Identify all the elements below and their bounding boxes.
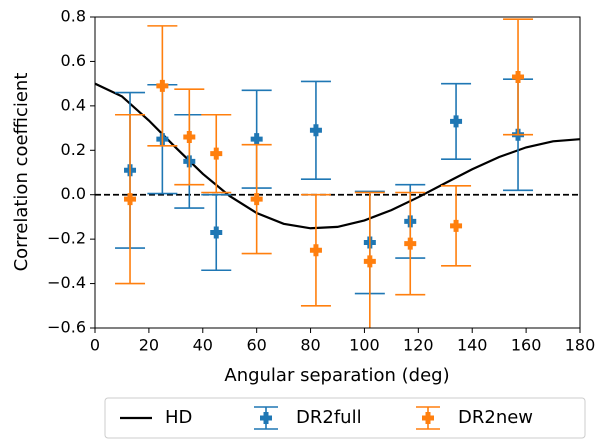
point bbox=[210, 147, 223, 160]
legend-swatch bbox=[422, 412, 434, 424]
legend-box bbox=[104, 397, 586, 439]
point bbox=[183, 130, 196, 143]
point bbox=[450, 115, 463, 128]
point bbox=[250, 133, 263, 146]
x-tick-label: 180 bbox=[565, 336, 596, 355]
x-tick-label: 20 bbox=[139, 336, 159, 355]
legend-label: DR2full bbox=[296, 407, 362, 428]
legend-label: HD bbox=[165, 407, 192, 428]
x-tick-label: 140 bbox=[457, 336, 488, 355]
x-axis-label: Angular separation (deg) bbox=[224, 365, 449, 386]
x-tick-label: 40 bbox=[193, 336, 213, 355]
legend-swatch bbox=[260, 412, 272, 424]
point bbox=[156, 79, 169, 92]
point bbox=[450, 219, 463, 232]
point bbox=[250, 193, 263, 206]
y-axis-label: Correlation coefficient bbox=[11, 73, 32, 272]
y-tick-label: 0.0 bbox=[61, 184, 86, 203]
x-tick-label: 80 bbox=[300, 336, 320, 355]
axes-frame bbox=[94, 16, 581, 329]
point bbox=[363, 255, 376, 268]
plot-area bbox=[95, 18, 580, 328]
x-tick-label: 120 bbox=[403, 336, 434, 355]
x-tick-label: 100 bbox=[349, 336, 380, 355]
point bbox=[210, 226, 223, 239]
point bbox=[124, 193, 137, 206]
point bbox=[309, 244, 322, 257]
point bbox=[309, 124, 322, 137]
x-tick-label: 60 bbox=[246, 336, 266, 355]
x-tick-label: 160 bbox=[511, 336, 542, 355]
x-tick-label: 0 bbox=[90, 336, 100, 355]
y-tick-label: 0.8 bbox=[61, 7, 86, 26]
y-tick-label: 0.2 bbox=[61, 140, 86, 159]
point bbox=[512, 70, 525, 83]
y-tick-label: −0.4 bbox=[47, 273, 86, 292]
y-tick-label: 0.4 bbox=[61, 95, 86, 114]
y-tick-label: −0.6 bbox=[47, 318, 86, 337]
y-tick-label: −0.2 bbox=[47, 229, 86, 248]
legend-label: DR2new bbox=[458, 407, 533, 428]
y-tick-label: 0.6 bbox=[61, 51, 86, 70]
hd-curve bbox=[95, 82, 580, 230]
point bbox=[404, 237, 417, 250]
